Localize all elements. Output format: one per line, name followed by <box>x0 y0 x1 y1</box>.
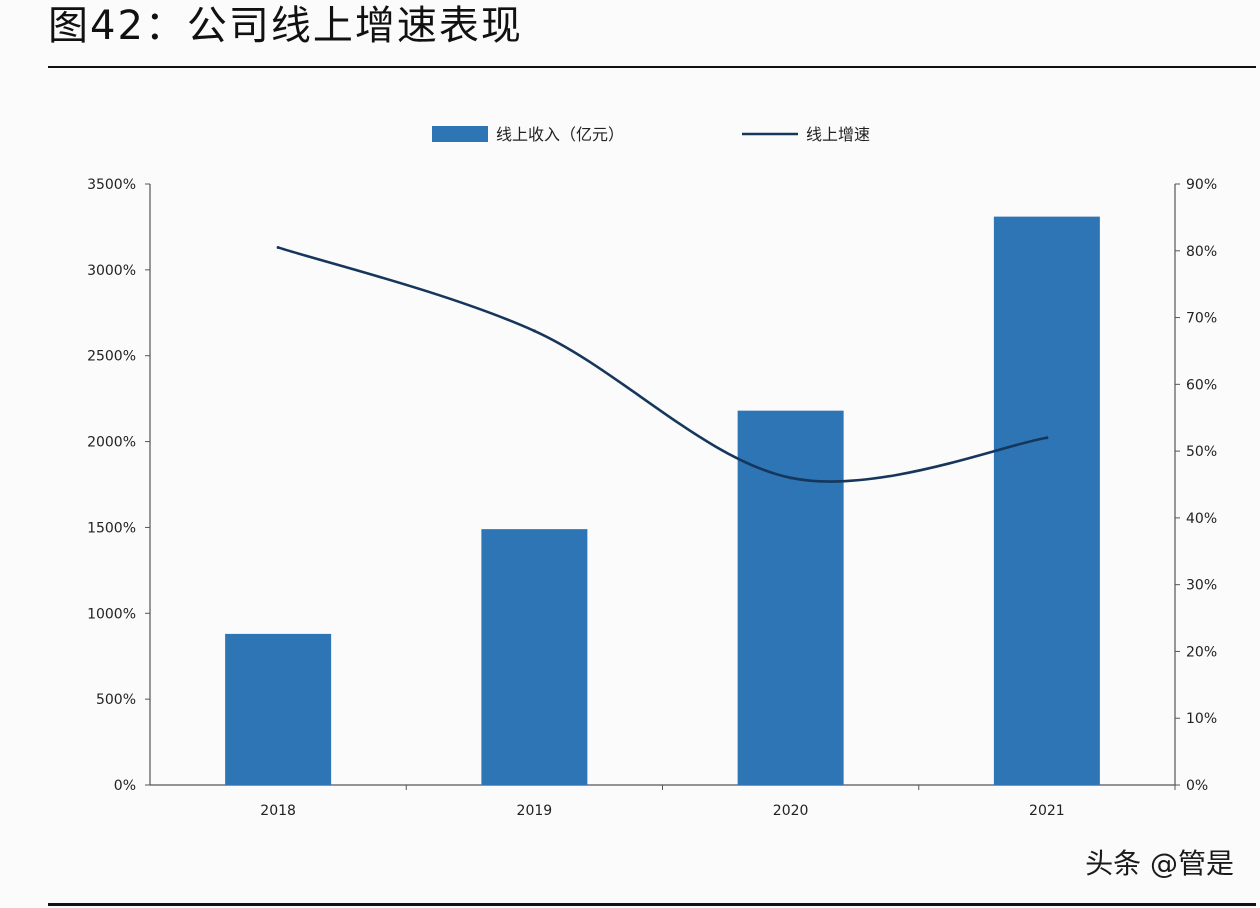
right-tick-label: 50% <box>1186 444 1217 460</box>
left-tick-label: 0% <box>114 778 136 794</box>
line-layer <box>276 245 1049 483</box>
left-tick-label: 1500% <box>87 520 136 536</box>
right-tick-label: 0% <box>1186 778 1208 794</box>
x-tick-label: 2021 <box>1029 803 1065 819</box>
legend-swatch-bar <box>432 126 488 142</box>
x-tick-label: 2020 <box>773 803 809 819</box>
right-tick-label: 40% <box>1186 511 1217 527</box>
figure-title: 图42：公司线上增速表现 <box>48 3 523 49</box>
right-tick-label: 20% <box>1186 644 1217 660</box>
right-tick-label: 90% <box>1186 177 1217 193</box>
right-tick-label: 10% <box>1186 711 1217 727</box>
growth-point-2021 <box>1045 436 1049 440</box>
legend-layer: 线上收入（亿元） 线上增速 <box>432 125 870 144</box>
left-tick-label: 2500% <box>87 349 136 365</box>
x-tick-label: 2019 <box>517 803 553 819</box>
left-tick-label: 2000% <box>87 435 136 451</box>
bar-2021 <box>993 216 1100 785</box>
legend-label-line: 线上增速 <box>806 125 870 144</box>
left-tick-label: 3000% <box>87 263 136 279</box>
left-tick-label: 500% <box>96 692 136 708</box>
left-tick-label: 1000% <box>87 606 136 622</box>
growth-point-2020 <box>789 476 793 480</box>
growth-line <box>277 246 1048 483</box>
top-rule <box>48 66 1256 68</box>
bar-2019 <box>481 529 588 785</box>
bar-2020 <box>737 410 844 785</box>
legend-label-bar: 线上收入（亿元） <box>496 125 624 144</box>
right-tick-label: 60% <box>1186 377 1217 393</box>
right-tick-label: 80% <box>1186 244 1217 260</box>
bar-2018 <box>225 633 332 785</box>
growth-point-2019 <box>532 329 536 333</box>
x-tick-label: 2018 <box>260 803 296 819</box>
right-tick-label: 30% <box>1186 578 1217 594</box>
bottom-rule <box>48 903 1256 906</box>
bars-layer <box>225 216 1100 785</box>
watermark: 头条 @管是 <box>1085 847 1234 880</box>
left-tick-label: 3500% <box>87 177 136 193</box>
right-tick-label: 70% <box>1186 311 1217 327</box>
growth-point-2018 <box>276 245 280 249</box>
